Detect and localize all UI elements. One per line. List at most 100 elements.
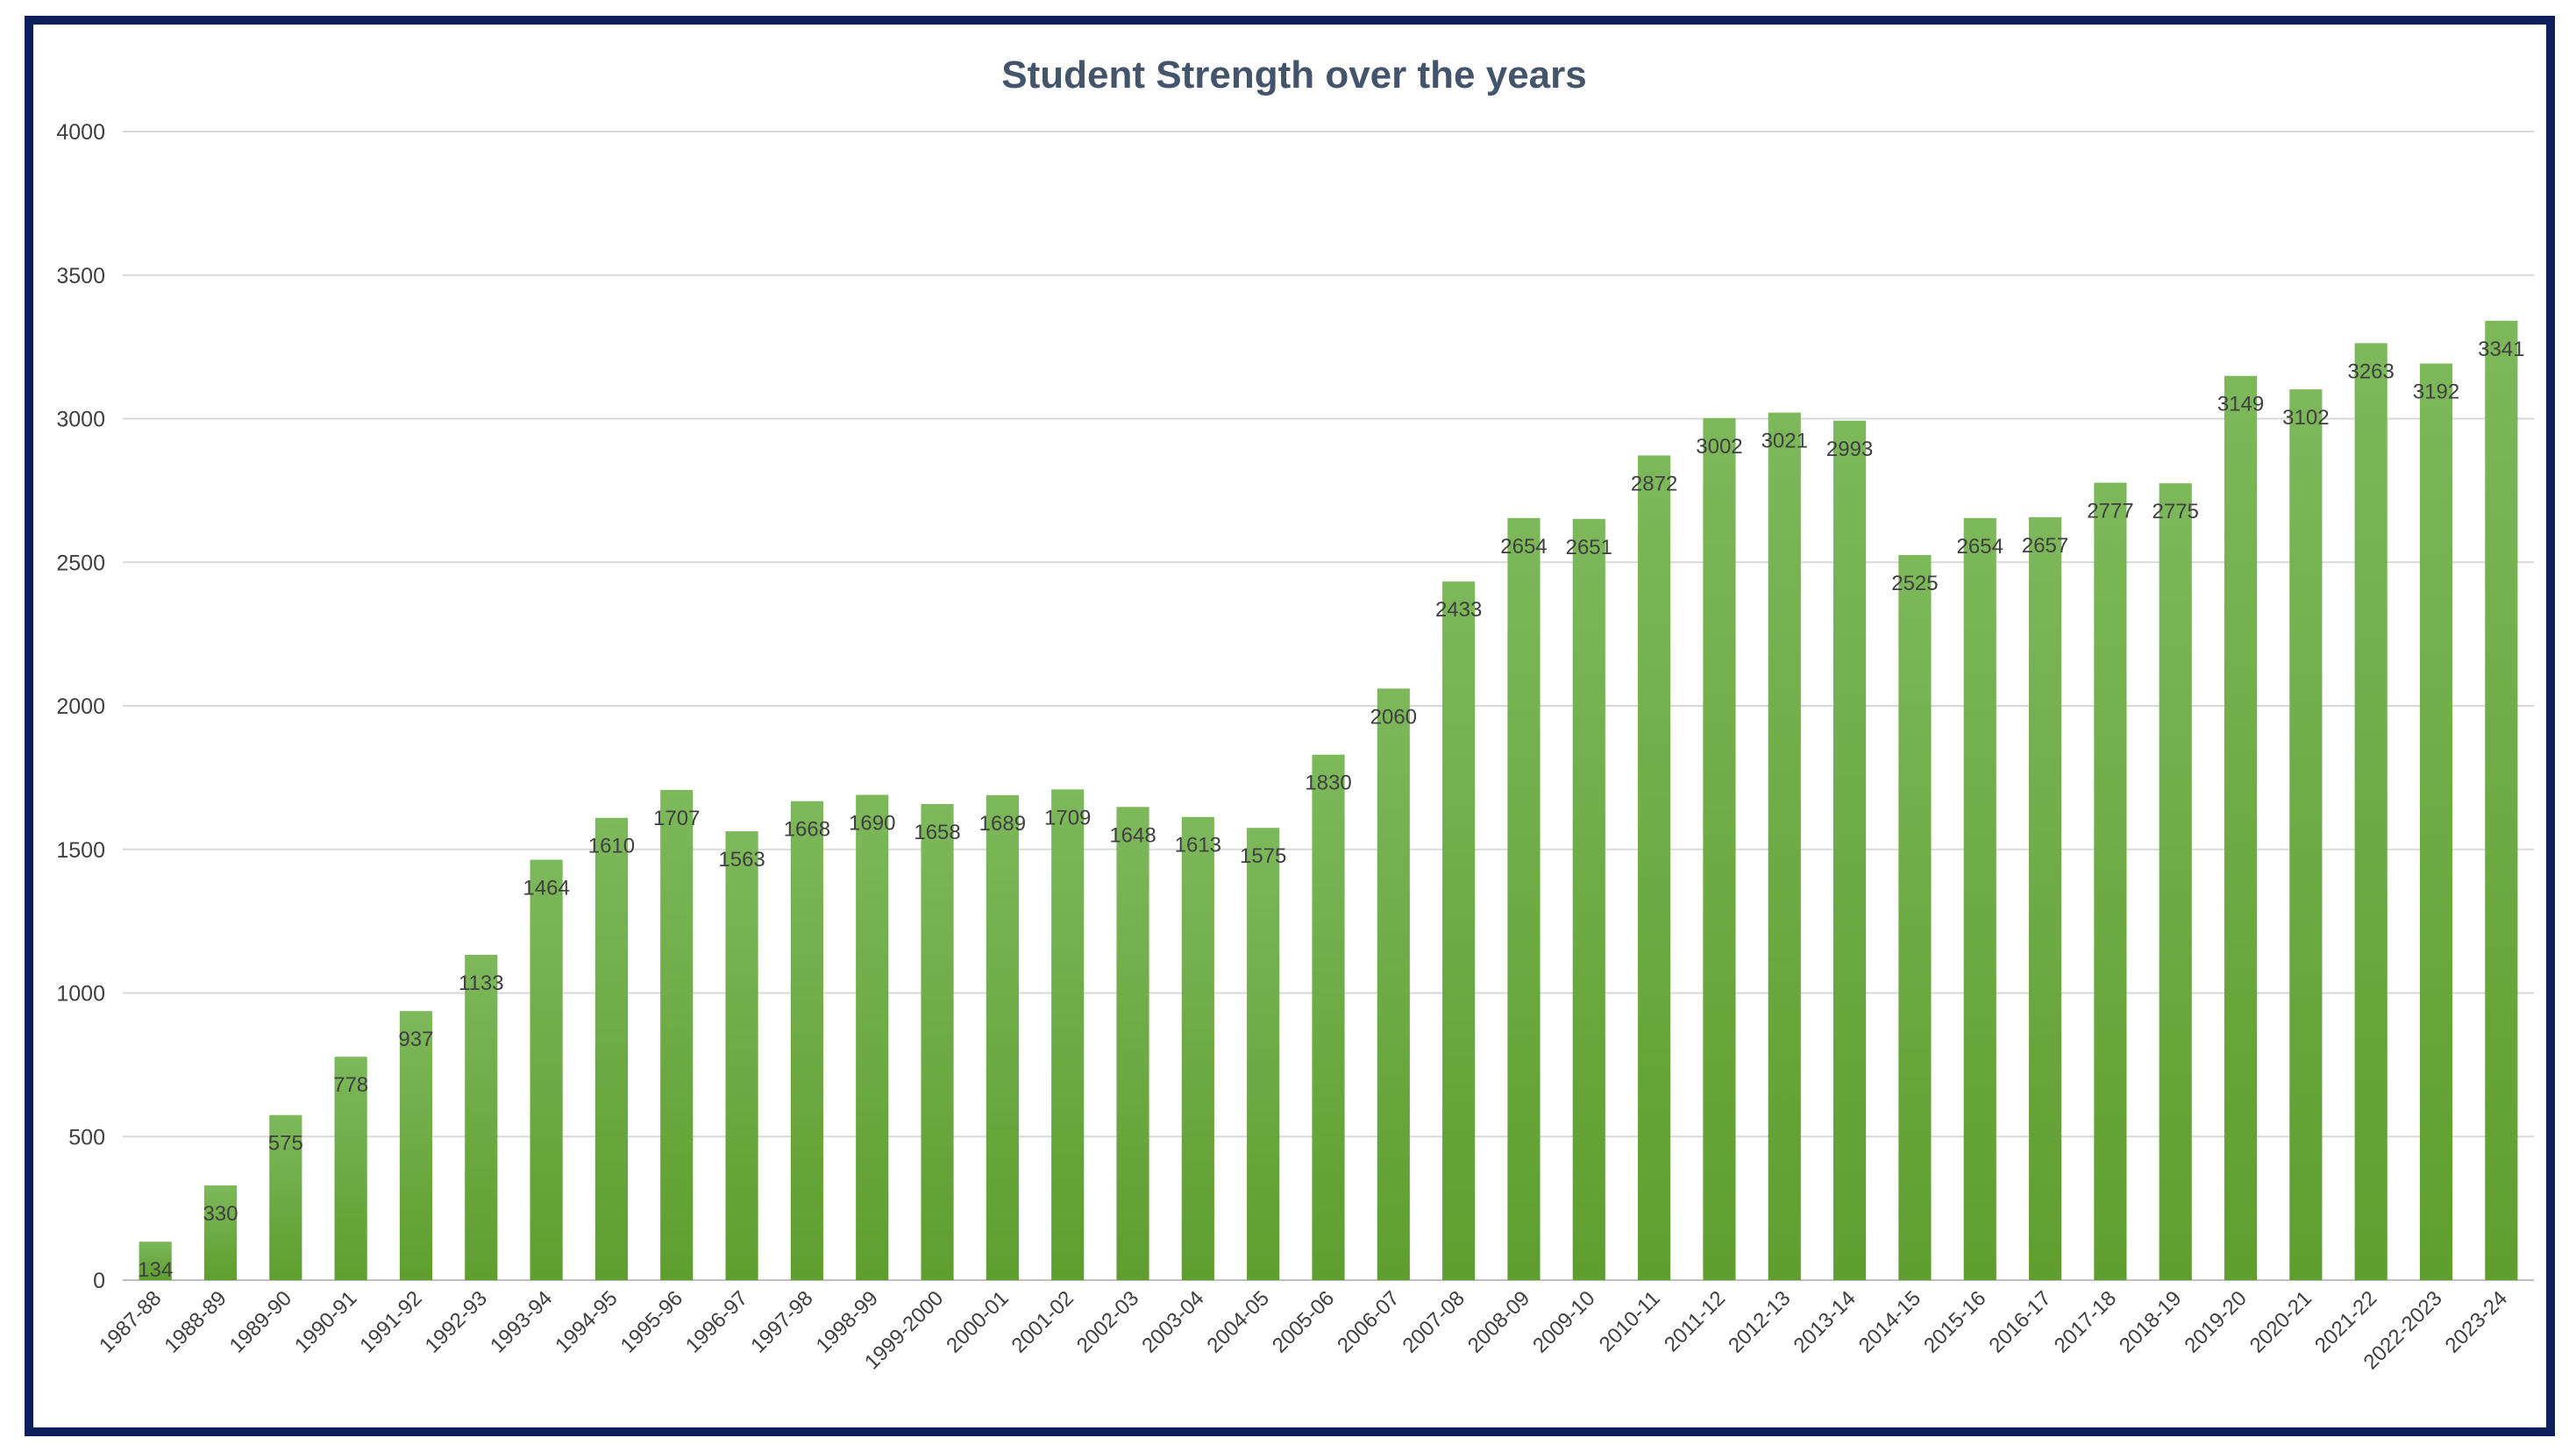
data-label: 2657	[2022, 534, 2068, 558]
data-label: 2654	[1957, 535, 2003, 559]
bar	[2354, 343, 2387, 1281]
bar	[1247, 828, 1280, 1280]
data-label: 2993	[1826, 438, 1873, 461]
x-tick-label: 1992-93	[421, 1286, 492, 1357]
data-label: 1830	[1305, 772, 1351, 795]
gridlines	[123, 131, 2534, 1281]
x-tick-label: 2015-16	[1919, 1286, 1990, 1357]
data-label: 778	[333, 1073, 368, 1097]
data-label: 2872	[1631, 472, 1677, 495]
x-tick-label: 2023-24	[2441, 1286, 2512, 1357]
bar	[1442, 581, 1476, 1280]
x-tick-label: 1989-90	[225, 1286, 296, 1357]
x-tick-label: 2007-08	[1398, 1286, 1469, 1357]
y-tick-label: 500	[68, 1125, 105, 1150]
bar	[1051, 789, 1085, 1280]
data-label: 1689	[979, 812, 1026, 836]
x-tick-label: 1988-89	[160, 1286, 231, 1357]
data-label: 3002	[1696, 435, 1742, 459]
bar	[334, 1057, 367, 1280]
bar	[1312, 754, 1345, 1280]
data-label: 1658	[914, 821, 960, 844]
y-tick-label: 0	[93, 1269, 105, 1293]
bar	[2094, 482, 2127, 1280]
bar	[399, 1011, 433, 1280]
data-label: 1575	[1240, 844, 1286, 868]
data-label: 1668	[784, 818, 830, 842]
bar	[2289, 389, 2323, 1281]
bar	[1638, 455, 1671, 1280]
data-label: 1613	[1175, 834, 1221, 858]
x-tick-label: 2006-07	[1333, 1286, 1404, 1357]
bar	[465, 954, 498, 1280]
data-label: 2654	[1500, 535, 1547, 559]
bar	[1833, 420, 1867, 1281]
data-label: 3263	[2347, 359, 2394, 383]
x-tick-label: 2010-11	[1595, 1286, 1665, 1356]
bar	[594, 817, 629, 1280]
data-label: 134	[138, 1258, 173, 1282]
bar	[2028, 516, 2062, 1280]
x-tick-label: 1994-95	[551, 1286, 622, 1357]
bar	[530, 859, 563, 1280]
chart-frame	[25, 16, 2555, 1436]
x-tick-label: 1995-96	[616, 1286, 687, 1357]
data-label: 1709	[1044, 806, 1091, 829]
x-tick-label: 2002-03	[1072, 1286, 1143, 1357]
x-tick-label: 2012-13	[1724, 1286, 1795, 1357]
x-axis: 1987-881988-891989-901990-911991-921992-…	[95, 1286, 2512, 1374]
data-label: 1464	[523, 877, 569, 900]
x-tick-label: 1997-98	[746, 1286, 817, 1357]
data-label: 2777	[2087, 500, 2133, 523]
bar	[1181, 816, 1214, 1280]
bar	[1703, 417, 1736, 1281]
bar	[660, 789, 694, 1280]
bar	[269, 1114, 302, 1280]
x-tick-label: 2013-14	[1789, 1286, 1860, 1357]
x-tick-label: 2008-09	[1463, 1286, 1534, 1357]
data-label: 1707	[653, 807, 700, 830]
data-label: 1690	[849, 812, 895, 836]
y-tick-label: 3500	[56, 264, 105, 288]
data-label: 3192	[2413, 381, 2459, 404]
data-label: 2433	[1435, 598, 1482, 622]
x-tick-label: 2014-15	[1854, 1286, 1925, 1357]
y-tick-label: 3000	[56, 408, 105, 432]
x-tick-label: 2018-19	[2115, 1286, 2186, 1357]
data-label: 330	[203, 1202, 238, 1226]
y-tick-label: 2000	[56, 694, 105, 719]
y-axis: 0 500 1000 1500 2000 2500 3000 3500 4000	[56, 120, 105, 1293]
data-label: 2525	[1891, 572, 1938, 595]
x-tick-label: 2005-06	[1268, 1286, 1339, 1357]
bar	[921, 804, 954, 1280]
data-label: 3102	[2282, 406, 2329, 430]
data-label: 2060	[1370, 705, 1417, 729]
data-label: 1563	[718, 848, 765, 872]
chart-title: Student Strength over the years	[1001, 53, 1586, 96]
data-label: 2651	[1566, 536, 1612, 559]
y-tick-label: 2500	[56, 551, 105, 575]
bars: 134 330 575 778 937 1133 1464 1610 1707 1563 1668 1…	[138, 320, 2525, 1282]
bar	[790, 801, 823, 1280]
bar	[1507, 517, 1541, 1280]
x-tick-label: 1987-88	[95, 1286, 166, 1357]
x-tick-label: 1990-91	[290, 1286, 361, 1357]
bar	[2419, 363, 2453, 1280]
y-tick-label: 4000	[56, 120, 105, 145]
bar	[856, 794, 889, 1280]
bar	[1898, 555, 1932, 1280]
x-tick-label: 2003-04	[1137, 1286, 1208, 1357]
bar	[986, 794, 1019, 1280]
data-label: 1610	[588, 835, 635, 858]
bar	[1963, 517, 1996, 1280]
x-tick-label: 1991-92	[355, 1286, 426, 1357]
x-tick-label: 2019-20	[2180, 1286, 2251, 1357]
data-label: 3341	[2478, 338, 2524, 361]
y-tick-label: 1500	[56, 838, 105, 863]
data-label: 3021	[1761, 430, 1808, 453]
x-tick-label: 2011-12	[1660, 1286, 1730, 1356]
x-tick-label: 2004-05	[1203, 1286, 1274, 1357]
data-label: 937	[398, 1028, 433, 1051]
data-label: 2775	[2153, 500, 2199, 523]
